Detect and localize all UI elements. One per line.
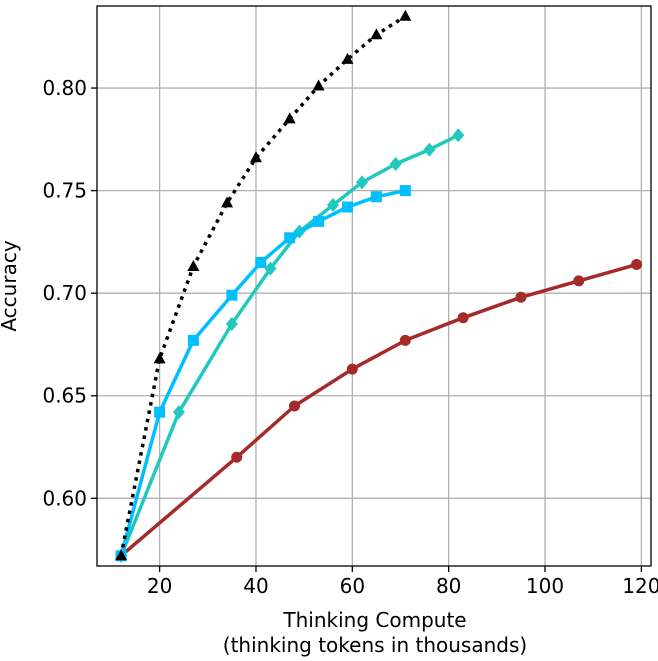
x-axis-label-line1: Thinking Compute — [282, 608, 466, 632]
series-2 — [115, 128, 465, 563]
data-point-square — [370, 191, 382, 203]
x-tick-label: 20 — [147, 574, 172, 598]
data-point-triangle — [341, 52, 354, 64]
data-point-circle — [515, 291, 527, 303]
data-point-diamond — [423, 142, 436, 157]
data-point-square — [255, 256, 267, 268]
data-point-triangle — [283, 112, 296, 124]
data-point-circle — [289, 400, 301, 412]
x-tick-label: 80 — [436, 574, 461, 598]
data-point-square — [284, 232, 296, 244]
series-3 — [115, 258, 643, 562]
data-point-triangle — [153, 352, 166, 364]
y-axis-label: Accuracy — [0, 240, 21, 331]
series-1 — [115, 185, 411, 562]
data-point-triangle — [399, 9, 412, 21]
data-point-square — [313, 215, 325, 227]
data-point-triangle — [312, 79, 325, 91]
data-point-square — [226, 289, 238, 301]
x-tick-label: 100 — [526, 574, 564, 598]
series-line — [119, 262, 637, 558]
data-point-triangle — [249, 151, 262, 163]
data-point-circle — [399, 334, 411, 346]
data-point-diamond — [172, 405, 185, 420]
data-point-circle — [631, 258, 643, 270]
series-0 — [115, 9, 412, 561]
x-axis-label-line2: (thinking tokens in thousands) — [223, 633, 527, 657]
grid-lines — [97, 6, 651, 566]
data-point-triangle — [187, 260, 200, 272]
data-point-diamond — [355, 175, 368, 190]
data-point-diamond — [389, 156, 402, 171]
data-point-square — [342, 201, 354, 213]
data-point-triangle — [221, 196, 234, 208]
x-tick-label: 40 — [243, 574, 268, 598]
data-point-circle — [346, 363, 358, 375]
series-line — [119, 188, 406, 557]
series-line — [119, 133, 460, 557]
data-point-square — [187, 334, 199, 346]
data-point-diamond — [452, 128, 465, 143]
x-tick-label: 120 — [622, 574, 658, 598]
axis-ticks: 20 40 60 80 100 120 0.60 0.65 0.70 0.75 0.80 — [42, 76, 658, 598]
y-tick-label: 0.80 — [42, 76, 87, 100]
data-point-diamond — [264, 261, 277, 276]
data-point-triangle — [370, 28, 383, 40]
data-point-diamond — [327, 197, 340, 212]
x-tick-label: 60 — [340, 574, 365, 598]
data-point-square — [154, 406, 166, 418]
y-tick-label: 0.65 — [42, 384, 87, 408]
data-point-triangle — [115, 549, 128, 561]
series-line — [119, 14, 407, 557]
y-tick-label: 0.60 — [42, 486, 87, 510]
data-point-circle — [573, 275, 585, 287]
data-point-square — [399, 185, 411, 197]
series-layer — [115, 9, 643, 563]
y-tick-label: 0.70 — [42, 281, 87, 305]
data-point-circle — [231, 451, 243, 463]
data-point-circle — [457, 312, 469, 324]
y-tick-label: 0.75 — [42, 179, 87, 203]
data-point-diamond — [225, 316, 238, 331]
plot-frame — [96, 5, 652, 567]
